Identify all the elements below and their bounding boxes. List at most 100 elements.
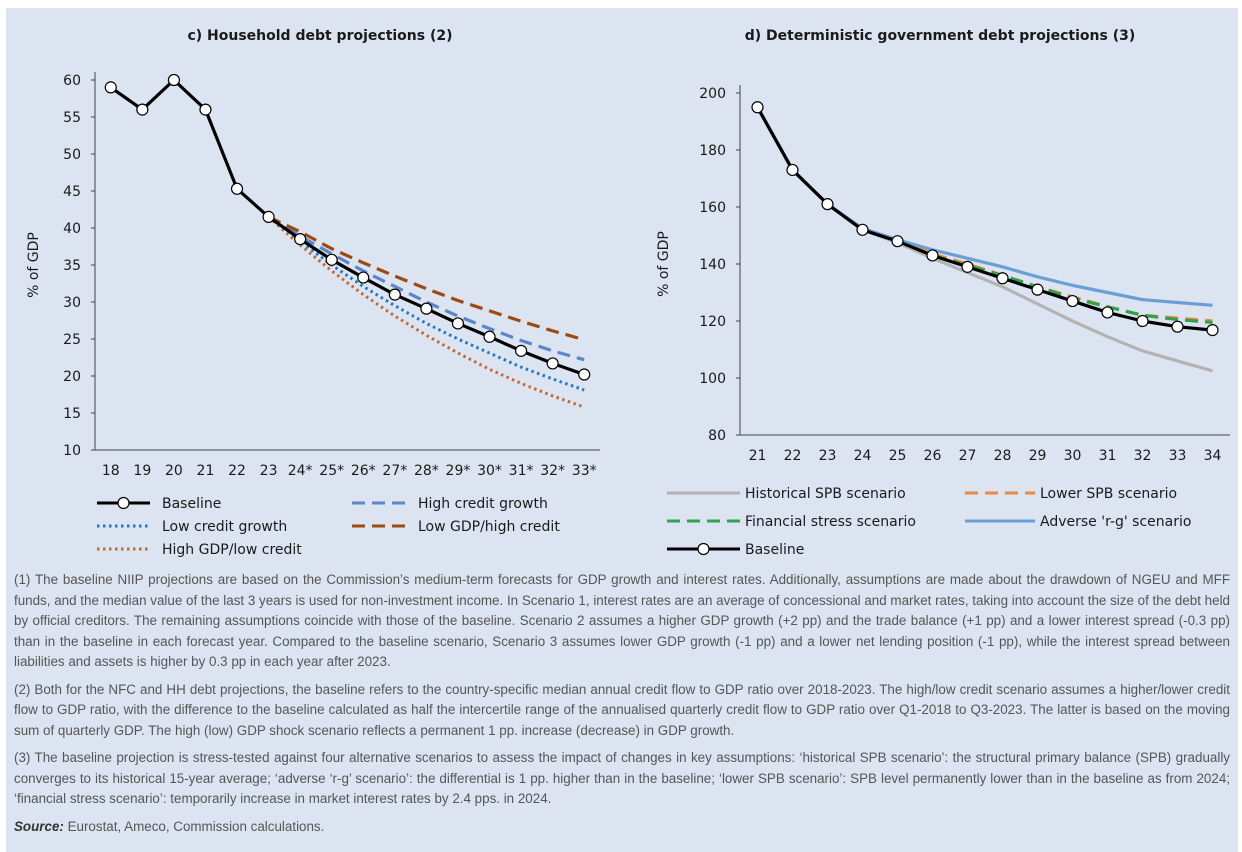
data-point (1206, 324, 1219, 337)
data-point (786, 163, 799, 177)
x-tick-label: 30 (1064, 448, 1082, 464)
data-point (167, 73, 181, 87)
legend-label: Baseline (745, 542, 804, 558)
x-tick-label: 27* (382, 463, 407, 479)
data-point (856, 223, 869, 236)
legend-label: Lower SPB scenario (1040, 486, 1177, 502)
chart: c) Household debt projections (2) % of GD… (26, 28, 1230, 558)
y-tick-label: 160 (699, 200, 726, 216)
series-line (756, 106, 1213, 323)
data-point (230, 182, 244, 195)
legend-label: Low GDP/high credit (418, 519, 560, 535)
series-line (267, 215, 585, 392)
y-tick-label: 180 (699, 143, 726, 159)
x-tick-label: 20 (165, 463, 183, 479)
y-tick-label: 30 (63, 295, 81, 311)
data-point (136, 103, 149, 116)
data-point (546, 357, 559, 370)
x-tick-label: 28 (994, 448, 1012, 464)
source-label: Source: (14, 818, 64, 834)
x-tick-label: 31 (1099, 448, 1117, 464)
data-point (961, 260, 974, 273)
data-point (325, 253, 338, 266)
data-point (996, 272, 1009, 285)
y-tick-label: 80 (708, 428, 726, 444)
legend-marker (117, 496, 130, 510)
x-tick-label: 21 (749, 448, 767, 464)
legend-label: High credit growth (418, 496, 548, 512)
chart-title: c) Household debt projections (2) (187, 28, 452, 44)
data-point (357, 271, 370, 284)
x-tick-label: 28* (414, 463, 439, 479)
series-line (267, 215, 585, 342)
y-tick-label: 140 (699, 257, 726, 273)
data-point (262, 210, 275, 223)
x-tick-label: 19 (133, 463, 151, 479)
series-line (756, 106, 1213, 332)
note: (3) The baseline projection is stress-te… (14, 750, 1230, 806)
note: (2) Both for the NFC and HH debt project… (14, 681, 1230, 738)
source-text: Eurostat, Ameco, Commission calculations… (67, 818, 325, 834)
data-point (294, 233, 307, 246)
series-line (267, 215, 585, 362)
y-tick-label: 10 (63, 443, 81, 459)
x-tick-label: 26 (924, 448, 942, 464)
data-point (104, 81, 117, 94)
x-tick-label: 30* (477, 463, 502, 479)
data-point (451, 317, 465, 330)
data-point (891, 235, 904, 248)
x-tick-label: 33* (572, 463, 597, 479)
x-tick-label: 25 (889, 448, 907, 464)
x-tick-label: 22 (784, 448, 802, 464)
panel: c) Household debt projections (2) % of GD… (6, 8, 1238, 852)
x-tick-label: 33 (1169, 448, 1187, 464)
x-tick-label: 21 (197, 463, 215, 479)
y-tick-label: 45 (63, 184, 81, 200)
y-tick-label: 55 (63, 110, 81, 126)
series-line (109, 78, 585, 377)
data-point (1101, 306, 1114, 319)
data-point (751, 101, 764, 114)
x-tick-label: 24* (288, 463, 313, 479)
x-tick-label: 24 (854, 448, 872, 464)
x-tick-label: 27 (959, 448, 977, 464)
data-point (1171, 320, 1184, 333)
legend-label: Low credit growth (162, 519, 287, 535)
legend-label: Baseline (162, 496, 221, 512)
y-tick-label: 100 (699, 371, 726, 387)
y-tick-label: 200 (699, 86, 726, 102)
x-tick-label: 23 (260, 463, 278, 479)
data-point (1031, 283, 1044, 296)
y-tick-label: 25 (63, 332, 81, 348)
legend-label: Historical SPB scenario (745, 486, 906, 502)
data-point (578, 368, 591, 381)
note: (1) The baseline NIIP projections are ba… (14, 572, 1230, 669)
legend-label: Financial stress scenario (745, 514, 916, 530)
y-axis-title: % of GDP (656, 231, 672, 297)
data-point (821, 198, 834, 211)
x-tick-label: 34 (1204, 448, 1222, 464)
legend-label: Adverse 'r-g' scenario (1040, 514, 1191, 530)
y-tick-label: 15 (63, 406, 81, 422)
x-tick-label: 32 (1134, 448, 1152, 464)
data-point (483, 330, 496, 343)
x-tick-label: 25* (319, 463, 344, 479)
y-tick-label: 50 (63, 147, 81, 163)
data-point (420, 302, 433, 315)
notes: (1) The baseline NIIP projections are ba… (14, 570, 1230, 844)
series-line (756, 106, 1213, 325)
x-tick-label: 29 (1029, 448, 1047, 464)
y-axis-title: % of GDP (26, 232, 42, 298)
data-point (1066, 294, 1079, 308)
y-tick-label: 20 (63, 369, 81, 385)
source: Source: Eurostat, Ameco, Commission calc… (14, 817, 1230, 838)
legend-marker (697, 542, 710, 556)
x-tick-label: 18 (102, 463, 120, 479)
x-tick-label: 22 (228, 463, 246, 479)
y-tick-label: 40 (63, 221, 81, 237)
y-tick-label: 120 (699, 314, 726, 330)
x-tick-label: 23 (819, 448, 837, 464)
data-point (388, 288, 401, 301)
x-tick-label: 31* (509, 463, 534, 479)
x-tick-label: 29* (446, 463, 471, 479)
